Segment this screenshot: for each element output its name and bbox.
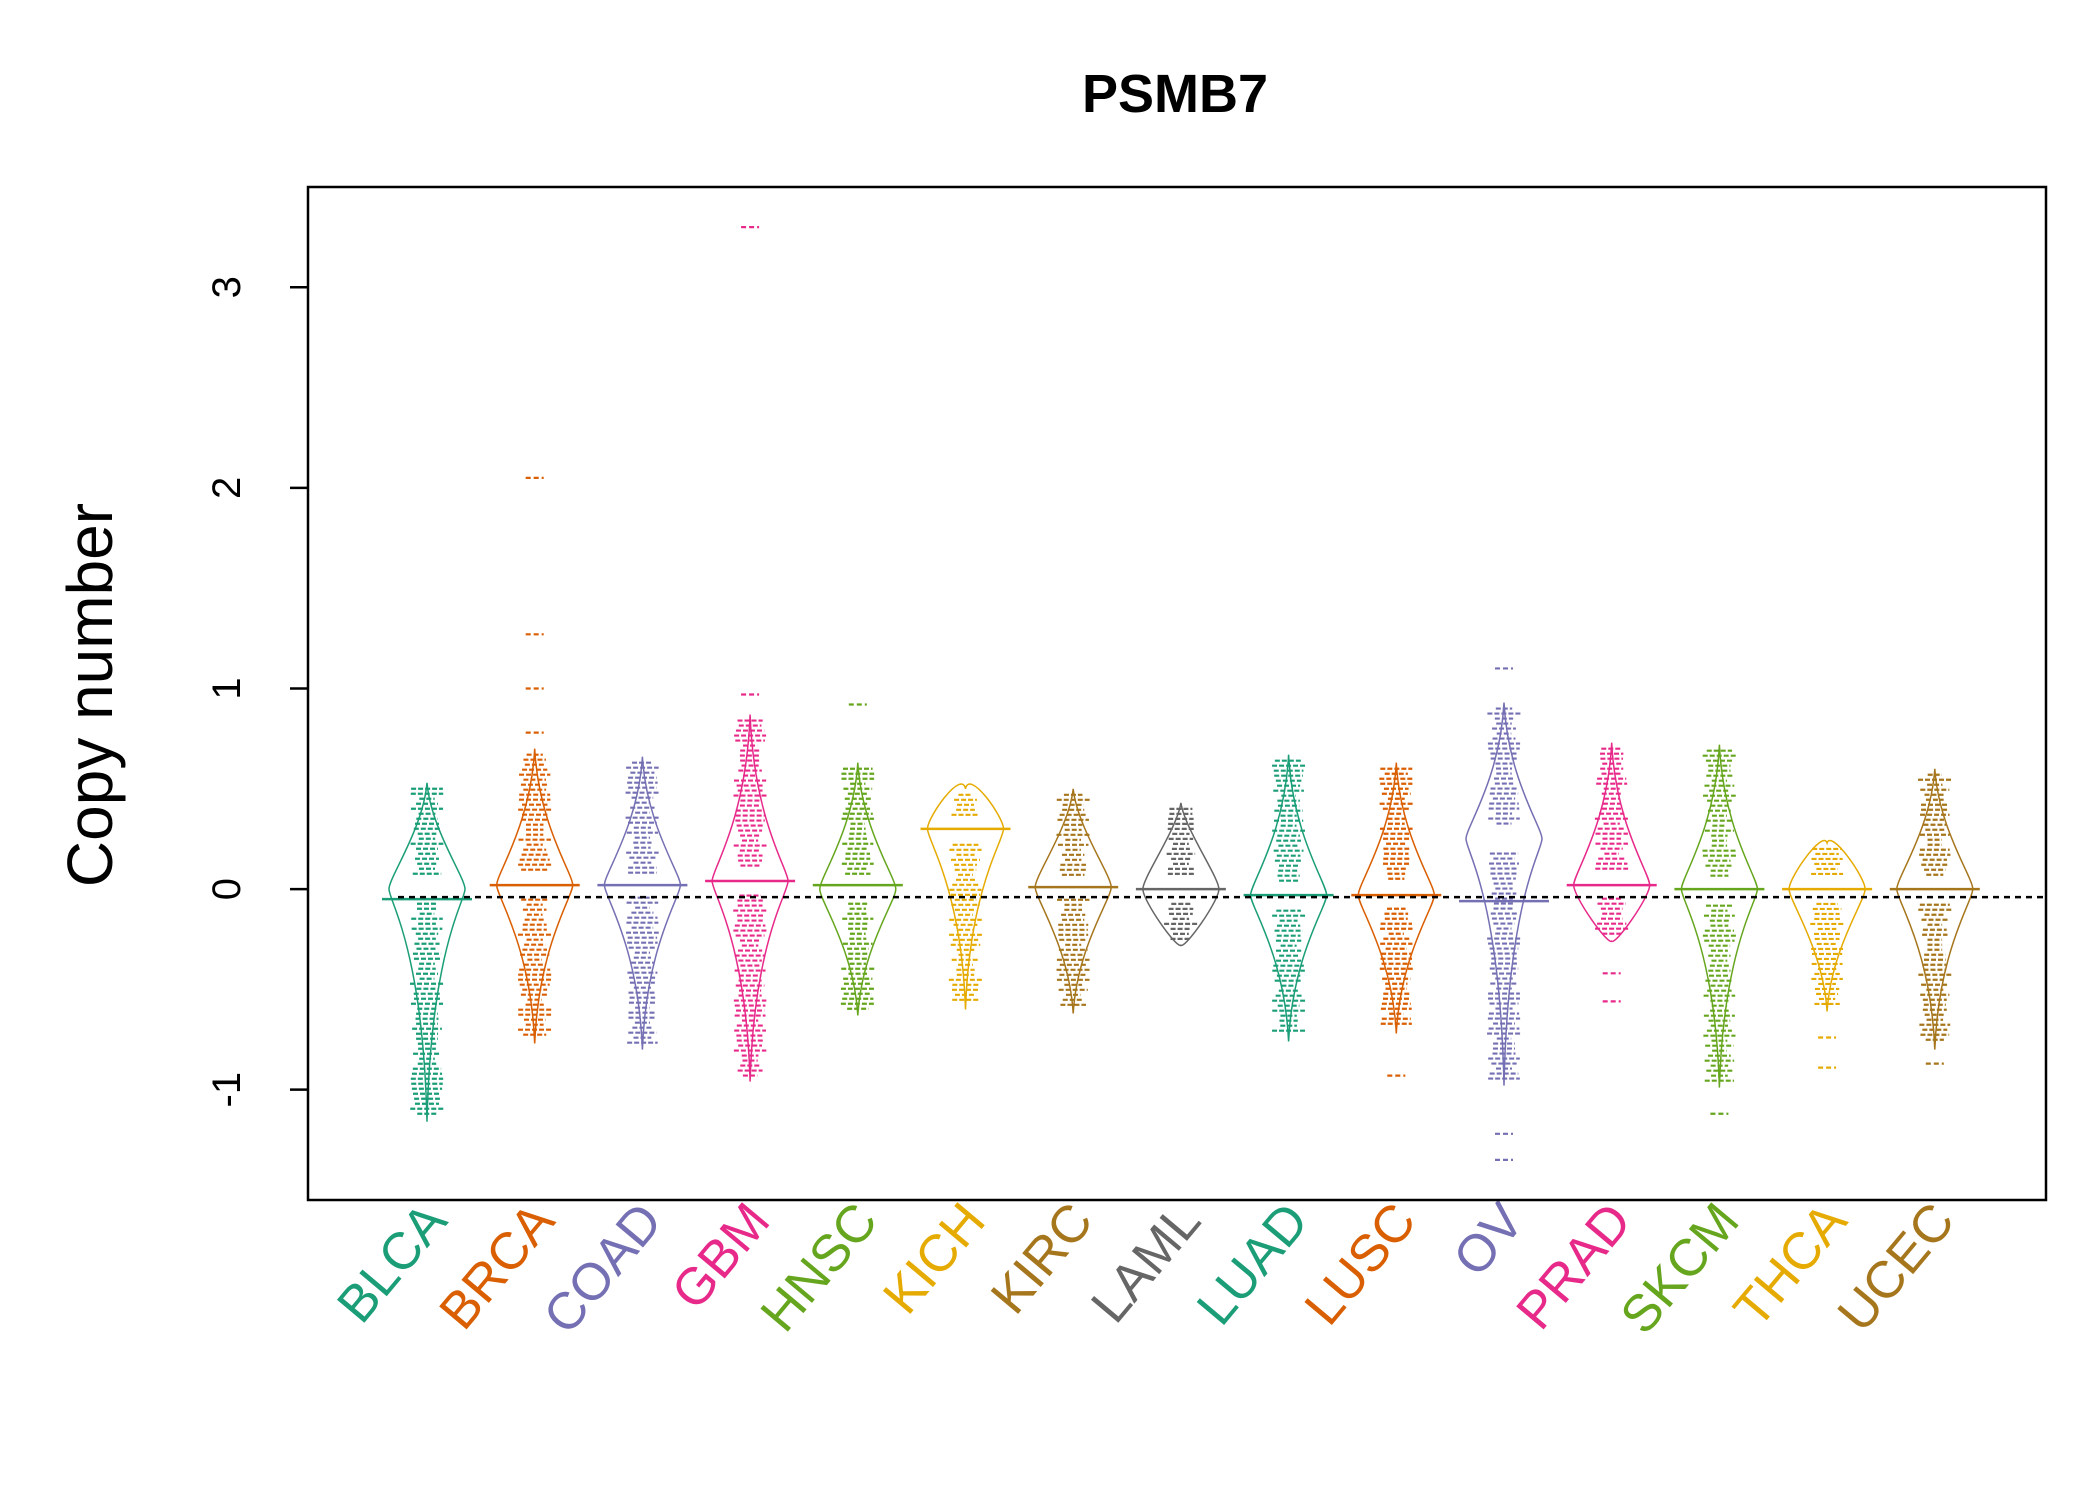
bean-laml <box>1135 802 1226 946</box>
plot-frame <box>306 185 2048 1202</box>
bean-brca <box>489 476 580 1044</box>
x-tick-label: HNSC <box>750 1192 889 1342</box>
bean-ov <box>1459 667 1549 1161</box>
bean-skcm <box>1674 744 1765 1115</box>
bean-ucec <box>1889 768 1980 1065</box>
bean-outline <box>1788 839 1866 1012</box>
bean-outline <box>388 782 466 1122</box>
bean-outline <box>1249 754 1328 1042</box>
y-tick-label: 1 <box>205 677 249 699</box>
bean-outline <box>926 783 1005 1010</box>
bean-kich <box>920 783 1011 1010</box>
x-tick-label: UCEC <box>1827 1192 1966 1342</box>
bean-prad <box>1566 742 1657 1003</box>
bean-outline <box>1142 802 1220 946</box>
bean-gbm <box>705 226 796 1082</box>
chart-title: PSMB7 <box>1082 64 1268 124</box>
x-tick-label: SKCM <box>1610 1192 1751 1344</box>
x-tick-label: LAML <box>1080 1192 1212 1333</box>
bean-outline <box>1034 788 1112 1014</box>
bean-outline <box>1357 762 1436 1034</box>
bean-lusc <box>1351 762 1442 1077</box>
x-tick-label: KIRC <box>980 1192 1104 1324</box>
x-tick-label: COAD <box>533 1192 674 1344</box>
y-axis: -1 0 1 2 3 <box>205 276 308 1107</box>
x-tick-label: LUSC <box>1294 1192 1428 1336</box>
x-tick-label: KICH <box>872 1192 996 1324</box>
bean-kirc <box>1028 788 1119 1014</box>
bean-outline <box>1572 742 1651 942</box>
x-tick-label: LUAD <box>1186 1192 1320 1336</box>
beans-layer <box>382 226 1980 1161</box>
x-tick-label: THCA <box>1723 1192 1859 1338</box>
bean-hnsc <box>812 703 903 1016</box>
x-tick-label: OV <box>1442 1192 1535 1287</box>
y-tick-label: 2 <box>205 477 249 499</box>
y-tick-label: -1 <box>205 1072 249 1108</box>
bean-blca <box>382 782 472 1122</box>
bean-outline <box>1465 702 1543 1086</box>
y-axis-label: Copy number <box>54 503 126 887</box>
bean-outline <box>819 762 897 1016</box>
bean-coad <box>597 756 688 1050</box>
y-tick-label: 0 <box>205 878 249 900</box>
bean-luad <box>1243 754 1334 1042</box>
bean-thca <box>1782 839 1873 1069</box>
y-tick-label: 3 <box>205 276 249 298</box>
